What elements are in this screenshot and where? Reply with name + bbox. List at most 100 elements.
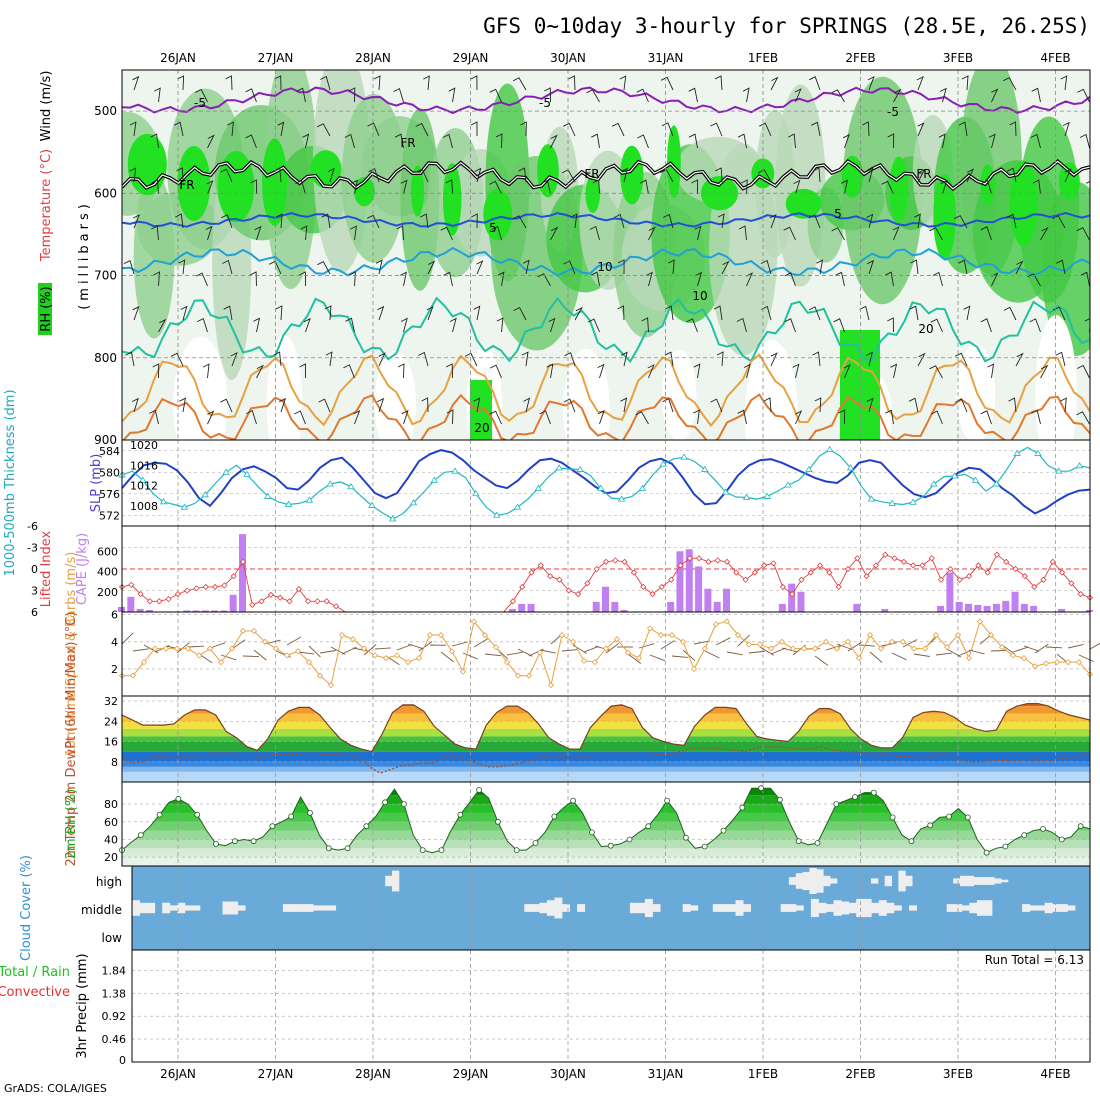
wind-barb — [325, 351, 333, 367]
thickness-slp-background — [122, 440, 1090, 526]
wind-barb — [344, 133, 355, 149]
wind-barb — [121, 632, 134, 645]
wind-barb — [884, 271, 894, 287]
cloud-bar — [780, 904, 789, 912]
cloud-bar — [818, 902, 827, 914]
thickness-point — [763, 492, 772, 499]
lifted-index-point — [1059, 569, 1066, 576]
thickness-point — [534, 484, 543, 491]
date-label-top: 3FEB — [943, 51, 973, 65]
cape-bar — [1058, 608, 1066, 612]
wind-barb — [207, 410, 215, 425]
cloud-bar — [222, 901, 231, 915]
slp-axis-label: SLP (mb) — [89, 454, 104, 513]
wind-barb — [638, 643, 655, 649]
wind-barb — [787, 133, 796, 149]
lifted-index-point — [742, 576, 749, 583]
wind-speed-point — [613, 636, 621, 643]
thickness-point — [139, 476, 147, 483]
wind-barb — [726, 651, 743, 656]
wind-speed-point — [1053, 659, 1061, 666]
wind-barb — [489, 88, 502, 103]
wind-barb — [770, 76, 779, 91]
wind-barb — [887, 317, 894, 333]
wind-speed-point — [756, 641, 764, 648]
wind-barb — [561, 649, 578, 652]
wind-speed-point — [404, 659, 412, 666]
wind-barb — [825, 644, 842, 651]
wind-barb — [641, 317, 649, 333]
lifted-index-point — [230, 573, 237, 580]
rh-shading-cell — [842, 76, 923, 305]
wind-barb — [738, 225, 747, 241]
wind-speed-point — [206, 645, 214, 652]
wind-speed-point — [690, 665, 698, 672]
thickness-slp-panel: 572 576 580 584 1008 1012 1016 1020 1000-500mb … — [3, 389, 1091, 577]
cloud-bar — [969, 902, 978, 914]
cape-bar — [992, 603, 1000, 612]
wind-barb — [474, 167, 482, 183]
wind-speed-point — [283, 652, 291, 659]
wind-tick-label: 2 — [111, 663, 118, 676]
wind-barb — [225, 75, 233, 91]
wind-barb — [564, 352, 576, 367]
wind-barb — [445, 179, 453, 195]
date-label-bottom: 2FEB — [845, 1067, 875, 1081]
wind-speed-point — [679, 638, 687, 645]
temp-tick-label: 32 — [104, 695, 118, 708]
lifted-index-point — [333, 603, 340, 610]
rh-point — [438, 847, 445, 853]
temp-tick-label: 16 — [104, 736, 118, 749]
cloud-bar — [848, 902, 857, 914]
wind-barb — [831, 227, 845, 241]
wind-speed-point — [558, 631, 566, 639]
date-label-bottom: 26JAN — [160, 1067, 196, 1081]
rh-point — [664, 797, 670, 804]
wind-barb — [869, 651, 883, 663]
lifted-index-point — [956, 576, 963, 583]
temp-band — [122, 713, 1090, 722]
cloud-bar — [973, 877, 981, 885]
wind-barb — [613, 213, 625, 229]
wind-barb — [427, 260, 436, 275]
cloud-bar — [871, 878, 879, 884]
rh-point — [156, 811, 163, 818]
cape-bar — [127, 596, 135, 612]
rh-shading-cell — [585, 175, 600, 213]
cape-bar — [788, 583, 796, 612]
thickness-point — [180, 503, 189, 510]
wind-speed-point — [932, 631, 940, 639]
wind-barb — [245, 88, 257, 103]
wind-barb — [693, 640, 710, 645]
cape-bar — [955, 601, 963, 612]
cloud-bar — [147, 902, 156, 914]
wind-barb — [909, 305, 919, 321]
thickness-point — [513, 503, 522, 510]
wind-barb — [222, 259, 233, 275]
wind-barb — [814, 397, 822, 413]
wind-barb — [230, 351, 238, 367]
wind-speed-point — [624, 649, 632, 656]
credit-label: GrADS: COLA/IGES — [4, 1082, 107, 1095]
wind-barb — [841, 179, 849, 195]
wind-barb — [150, 225, 159, 241]
wind-barb — [812, 351, 821, 367]
wind-barb — [377, 397, 385, 413]
wind-barb — [352, 647, 369, 652]
lifted-index-point — [1068, 580, 1075, 587]
cape-tick-label: 400 — [97, 566, 118, 579]
cloud-bar — [184, 905, 193, 911]
contour-label: -5 — [539, 96, 551, 110]
lifted-index-point — [277, 594, 284, 601]
cloud-bar — [795, 873, 804, 889]
wind-barb — [170, 352, 184, 367]
rh-shading-cell — [1041, 181, 1090, 356]
wind-barb — [1031, 87, 1041, 103]
wind-speed-point — [393, 652, 401, 659]
wind-speed-point — [712, 621, 720, 628]
rh-shading-cell — [563, 348, 610, 440]
wind-barb — [955, 398, 968, 413]
cloud-bar — [987, 877, 995, 885]
lifted-index-point — [519, 583, 526, 590]
